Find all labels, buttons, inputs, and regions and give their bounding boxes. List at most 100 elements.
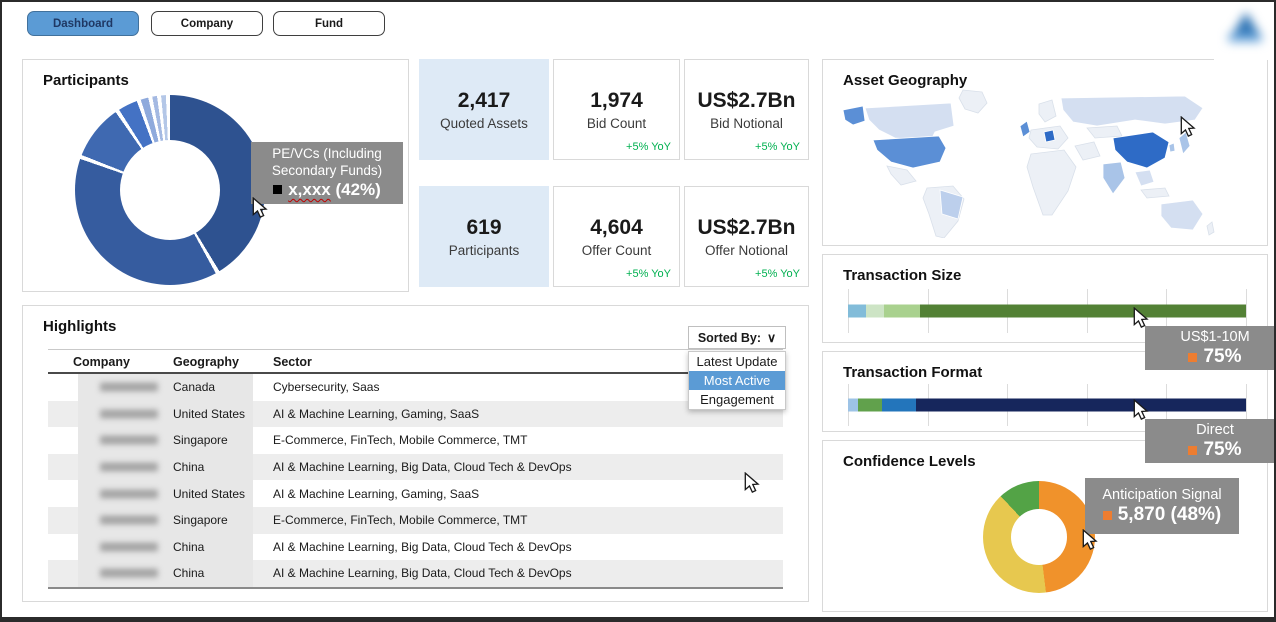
country-south-korea[interactable] [1168, 142, 1176, 153]
kpi-value: 619 [466, 215, 502, 239]
country-alaska-us[interactable] [842, 105, 866, 126]
tooltip-value: x,xxx (42%) [273, 180, 381, 200]
table-row[interactable]: China AI & Machine Learning, Big Data, Cl… [48, 560, 783, 587]
company-cell-redacted [78, 374, 253, 401]
country-greenland[interactable] [958, 89, 988, 114]
country-indonesia[interactable] [1140, 187, 1170, 199]
bar-segment[interactable] [865, 304, 884, 318]
geography-cell: Singapore [173, 513, 228, 528]
country-canada[interactable] [864, 102, 955, 141]
region-southeast-asia[interactable] [1134, 169, 1155, 187]
country-new-zealand[interactable] [1206, 221, 1215, 236]
country-germany[interactable] [1043, 129, 1056, 143]
country-united-kingdom[interactable] [1019, 120, 1031, 138]
tooltip-label: PE/VCs (Including [272, 146, 382, 162]
kpi-card-offer-count: 4,604 Offer Count +5% YoY [553, 186, 680, 287]
country-china[interactable] [1112, 131, 1170, 169]
mouse-pointer-icon [1131, 306, 1153, 334]
company-cell-redacted [78, 506, 253, 534]
sector-cell: AI & Machine Learning, Gaming, SaaS [273, 486, 480, 501]
confidence-donut-chart[interactable] [983, 481, 1095, 593]
kpi-card-participants: 619 Participants [419, 186, 549, 287]
region-scandinavia[interactable] [1038, 99, 1057, 123]
kpi-label: Participants [448, 242, 520, 258]
dropdown-option-engagement[interactable]: Engagement [700, 392, 774, 407]
kpi-card-bid-notional: US$2.7Bn Bid Notional +5% YoY [684, 59, 809, 160]
company-cell-redacted [78, 560, 253, 587]
bar-segment[interactable] [848, 398, 858, 412]
participants-card: Participants PE/VCs (Including Secondary… [22, 59, 409, 292]
transaction-size-bar[interactable] [848, 304, 1246, 318]
bar-segment[interactable] [881, 398, 916, 412]
table-body: Canada Cybersecurity, Saas United States AI… [48, 374, 783, 587]
geography-cell: United States [173, 406, 246, 421]
yoy-badge: +5% YoY [755, 268, 800, 280]
column-header-sector: Sector [273, 355, 312, 369]
geography-cell: Singapore [173, 433, 228, 448]
mouse-pointer-icon [1080, 528, 1102, 556]
tooltip-label: Direct [1196, 421, 1234, 438]
tooltip-label: Anticipation Signal [1102, 486, 1222, 503]
table-row[interactable]: China AI & Machine Learning, Big Data, Cl… [48, 453, 783, 481]
geography-cell: China [173, 539, 205, 554]
bar-segment-direct[interactable] [915, 398, 1246, 412]
sorted-by-button[interactable]: Sorted By: ∨ [688, 326, 786, 349]
country-russia[interactable] [1060, 95, 1204, 127]
tab-company[interactable]: Company [151, 11, 263, 36]
tooltip-label: Secondary Funds) [271, 163, 383, 178]
geography-cell: United States [173, 486, 246, 501]
country-united-states[interactable] [872, 135, 947, 169]
kpi-card-offer-notional: US$2.7Bn Offer Notional +5% YoY [684, 186, 809, 287]
mouse-pointer-icon [250, 196, 272, 224]
sector-cell: AI & Machine Learning, Big Data, Cloud T… [273, 539, 572, 554]
confidence-levels-title: Confidence Levels [843, 453, 976, 470]
tab-dashboard[interactable]: Dashboard [27, 11, 139, 36]
table-row[interactable]: Singapore E-Commerce, FinTech, Mobile Com… [48, 506, 783, 534]
divider [48, 349, 783, 350]
region-middle-east[interactable] [1074, 141, 1101, 161]
country-brazil[interactable] [939, 189, 964, 220]
mouse-pointer-icon [742, 471, 764, 499]
redacted-text [100, 568, 158, 578]
kpi-label: Offer Count [581, 242, 652, 258]
participants-donut-chart[interactable] [75, 95, 265, 285]
company-cell-redacted [78, 427, 253, 454]
kpi-label: Quoted Assets [440, 115, 528, 131]
bar-segment[interactable] [848, 304, 866, 318]
kpi-value: 4,604 [590, 215, 643, 239]
table-row[interactable]: United States AI & Machine Learning, Gami… [48, 480, 783, 507]
transaction-format-bar[interactable] [848, 398, 1246, 412]
world-choropleth-map[interactable] [837, 88, 1257, 238]
transaction-format-tooltip: Direct 75% [1145, 419, 1274, 463]
asset-geography-title: Asset Geography [843, 72, 968, 89]
sector-cell: AI & Machine Learning, Big Data, Cloud T… [273, 566, 572, 581]
company-cell-redacted [78, 400, 253, 428]
transaction-format-chart [848, 384, 1247, 426]
region-africa[interactable] [1026, 149, 1077, 216]
table-row[interactable]: United States AI & Machine Learning, Gami… [48, 400, 783, 428]
bar-segment-us-1-10m[interactable] [919, 304, 1246, 318]
kpi-value: US$2.7Bn [697, 215, 796, 239]
dropdown-option-latest-update[interactable]: Latest Update [696, 354, 778, 369]
table-row[interactable]: Singapore E-Commerce, FinTech, Mobile Com… [48, 427, 783, 454]
column-header-company: Company [73, 355, 130, 369]
kpi-value: US$2.7Bn [697, 88, 796, 112]
tab-fund[interactable]: Fund [273, 11, 385, 36]
country-australia[interactable] [1160, 199, 1204, 231]
table-row[interactable]: China AI & Machine Learning, Big Data, Cl… [48, 533, 783, 561]
country-japan[interactable] [1178, 131, 1191, 155]
transaction-size-chart [848, 289, 1247, 333]
table-header: Company Geography Sector [48, 353, 783, 372]
country-india[interactable] [1102, 161, 1126, 195]
series-swatch-icon [1188, 352, 1198, 362]
divider [48, 372, 783, 374]
country-mexico[interactable] [886, 165, 917, 186]
kpi-label: Bid Count [586, 115, 647, 131]
table-row[interactable]: Canada Cybersecurity, Saas [48, 374, 783, 401]
bar-segment[interactable] [883, 304, 920, 318]
region-central-asia[interactable] [1086, 125, 1123, 139]
bar-segment[interactable] [857, 398, 882, 412]
dropdown-option-most-active[interactable]: Most Active [689, 371, 785, 390]
kpi-value: 1,974 [590, 88, 643, 112]
